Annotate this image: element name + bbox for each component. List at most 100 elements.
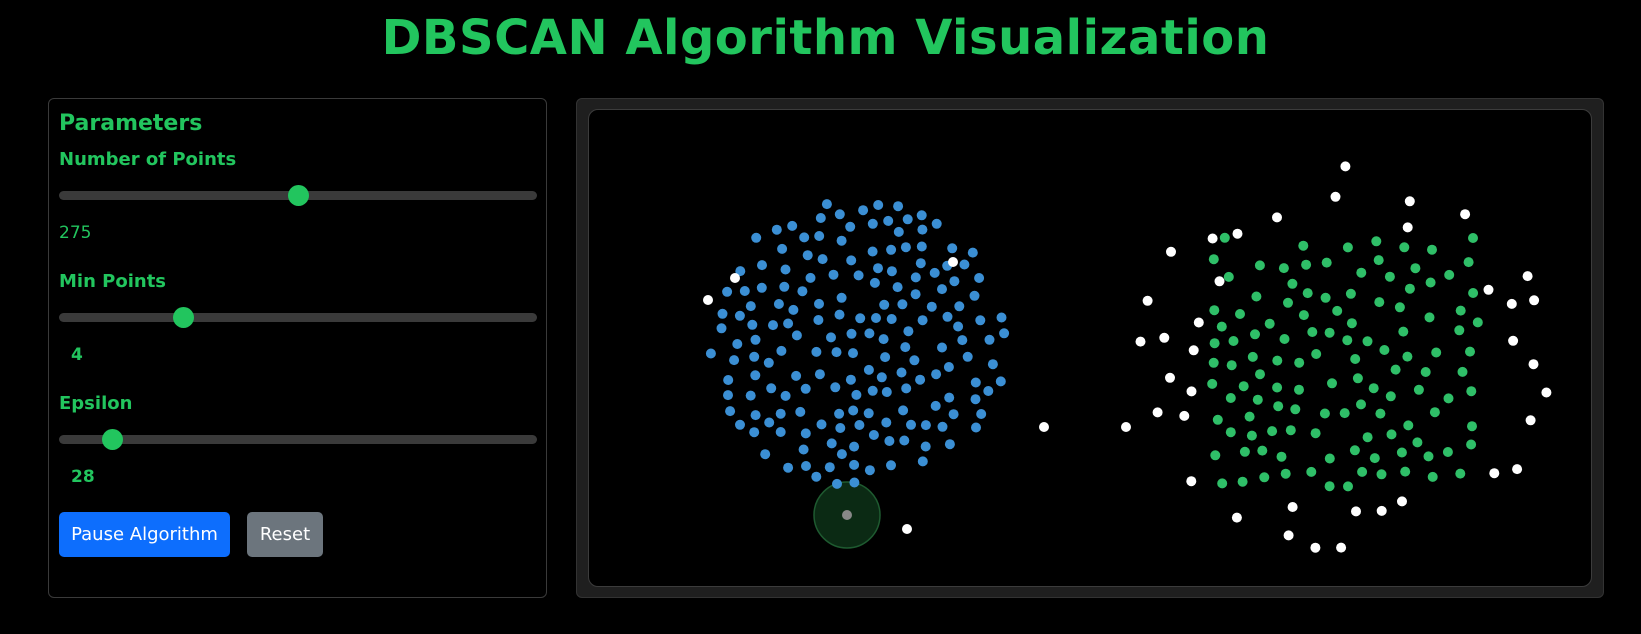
cluster-1-point <box>975 315 986 326</box>
epsilon-slider[interactable] <box>59 429 537 450</box>
cluster-2-point <box>1400 466 1411 477</box>
cluster-1-point <box>869 277 880 288</box>
cluster-2-point <box>1398 326 1409 337</box>
cluster-2-point <box>1267 426 1278 437</box>
noise-point <box>1330 191 1341 202</box>
cluster-1-point <box>845 374 856 385</box>
cluster-1-point <box>757 260 767 271</box>
cluster-2-point <box>1396 447 1407 458</box>
cluster-1-point <box>983 386 994 396</box>
cluster-1-point <box>788 304 799 315</box>
cluster-1-point <box>717 308 728 319</box>
cluster-1-point <box>931 218 942 229</box>
noise-point <box>1528 359 1539 370</box>
cluster-1-point <box>763 357 774 368</box>
cluster-2-point <box>1290 404 1301 415</box>
cluster-2-point <box>1310 428 1321 439</box>
cluster-1-point <box>995 376 1006 387</box>
cluster-1-point <box>917 456 928 467</box>
cluster-2-point <box>1294 384 1304 395</box>
min-points-label: Min Points <box>59 271 167 292</box>
cluster-1-point <box>969 290 980 301</box>
cluster-1-point <box>835 423 846 433</box>
cluster-1-point <box>834 408 845 419</box>
min-points-slider[interactable] <box>59 307 537 328</box>
cluster-2-point <box>1332 305 1343 316</box>
noise-point <box>1186 386 1197 397</box>
cluster-1-point <box>903 326 914 337</box>
cluster-2-point <box>1324 453 1335 464</box>
cluster-1-point <box>851 389 862 400</box>
min-points-slider-thumb[interactable] <box>173 307 195 328</box>
num-points-slider-thumb[interactable] <box>288 185 309 206</box>
cluster-2-point <box>1368 383 1379 394</box>
cluster-1-point <box>776 345 787 356</box>
noise-point <box>1489 468 1500 479</box>
noise-point <box>1310 542 1321 553</box>
cluster-1-point <box>749 427 760 438</box>
cluster-1-point <box>735 419 745 430</box>
cluster-2-point <box>1357 466 1368 477</box>
cluster-2-point <box>1457 366 1468 377</box>
cluster-2-point <box>1463 257 1474 268</box>
visualization-canvas <box>588 109 1592 587</box>
cluster-2-point <box>1280 468 1291 479</box>
cluster-1-point <box>745 390 756 401</box>
cluster-2-point <box>1250 329 1260 340</box>
cluster-1-point <box>813 315 824 325</box>
cluster-2-point <box>1369 453 1380 464</box>
cluster-1-point <box>929 267 940 278</box>
cluster-1-point <box>884 436 895 446</box>
cluster-2-point <box>1226 360 1237 371</box>
cluster-1-point <box>957 335 968 346</box>
cluster-2-point <box>1375 408 1386 419</box>
cluster-1-point <box>976 409 987 419</box>
cluster-2-point <box>1444 269 1455 280</box>
num-points-value: 275 <box>59 223 92 243</box>
cluster-1-point <box>902 214 913 225</box>
noise-point <box>1460 209 1471 220</box>
cluster-2-point <box>1210 450 1221 461</box>
cluster-1-point <box>766 383 777 394</box>
noise-point <box>1402 222 1413 233</box>
noise-point <box>1541 387 1552 398</box>
cluster-1-point <box>855 313 866 324</box>
cluster-2-point <box>1254 260 1265 271</box>
cluster-1-point <box>873 263 883 274</box>
cluster-1-point <box>834 309 845 320</box>
cluster-2-point <box>1399 242 1410 253</box>
cluster-2-point <box>1349 445 1360 456</box>
cluster-2-point <box>1427 471 1438 482</box>
pause-algorithm-button[interactable]: Pause Algorithm <box>59 512 230 557</box>
cluster-1-point <box>775 427 786 437</box>
cluster-2-point <box>1376 469 1387 480</box>
cluster-1-point <box>723 390 733 401</box>
cluster-1-point <box>739 286 750 296</box>
cluster-2-point <box>1379 345 1390 355</box>
cluster-1-point <box>886 460 896 471</box>
epsilon-slider-thumb[interactable] <box>101 429 123 450</box>
num-points-slider[interactable] <box>59 185 537 206</box>
cluster-1-point <box>747 319 758 330</box>
noise-point <box>1404 196 1415 207</box>
cluster-1-point <box>858 205 869 216</box>
cluster-2-point <box>1283 297 1293 308</box>
cluster-1-point <box>777 243 788 254</box>
cluster-2-point <box>1287 278 1298 289</box>
noise-point <box>1165 372 1175 383</box>
cluster-1-point <box>901 383 912 394</box>
cluster-1-point <box>916 210 927 221</box>
noise-point <box>1214 276 1225 287</box>
cluster-2-point <box>1264 318 1275 329</box>
cluster-1-point <box>775 408 786 419</box>
cluster-1-point <box>987 359 998 370</box>
cluster-2-point <box>1324 327 1335 338</box>
cluster-1-point <box>811 471 822 482</box>
cluster-1-point <box>970 394 981 405</box>
reset-button[interactable]: Reset <box>247 512 323 557</box>
cluster-2-point <box>1279 334 1290 344</box>
cluster-1-point <box>750 370 761 381</box>
noise-point <box>1512 464 1523 475</box>
noise-point <box>1207 233 1218 244</box>
cluster-2-point <box>1324 481 1335 492</box>
